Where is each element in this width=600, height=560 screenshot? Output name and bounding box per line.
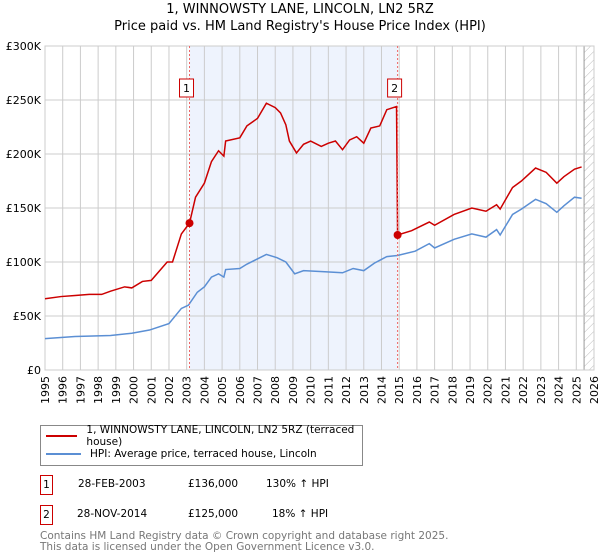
x-tick-label: 2021 xyxy=(499,376,512,404)
transaction-date: 28-FEB-2003 xyxy=(78,478,146,490)
y-tick-label: £200K xyxy=(6,148,42,161)
x-tick-label: 2013 xyxy=(358,376,371,404)
chart-title: 1, WINNOWSTY LANE, LINCOLN, LN2 5RZ xyxy=(166,2,434,17)
sale-label-box xyxy=(387,78,403,98)
property-price-line xyxy=(44,102,582,300)
y-tick-label: £50K xyxy=(13,310,42,323)
x-tick-label: 2003 xyxy=(181,376,194,404)
transaction-price: £136,000 xyxy=(188,478,239,490)
x-tick-label: 2019 xyxy=(464,376,477,404)
x-tick-label: 2024 xyxy=(553,376,566,404)
legend-label: HPI: Average price, terraced house, Linc… xyxy=(90,448,317,460)
x-tick-label: 2022 xyxy=(517,376,530,404)
footer-line: Contains HM Land Registry data © Crown c… xyxy=(40,530,449,542)
legend-swatch-red xyxy=(46,435,78,437)
legend-item-property: 1, WINNOWSTY LANE, LINCOLN, LN2 5RZ (ter… xyxy=(46,424,362,448)
x-tick-label: 2026 xyxy=(588,376,600,404)
y-tick-label: £150K xyxy=(6,202,42,215)
y-tick-label: £250K xyxy=(6,94,42,107)
x-tick-label: 1997 xyxy=(74,376,87,404)
x-tick-label: 2005 xyxy=(216,376,229,404)
x-tick-label: 2012 xyxy=(340,376,353,404)
footer: Contains HM Land Registry data © Crown c… xyxy=(40,531,448,553)
x-tick-label: 2009 xyxy=(287,376,300,404)
x-tick-label: 2017 xyxy=(429,376,442,404)
sale-label: 2 xyxy=(391,82,398,95)
chart-subtitle: Price paid vs. HM Land Registry's House … xyxy=(114,19,486,34)
x-tick-label: 2010 xyxy=(305,376,318,404)
footer-line: This data is licensed under the Open Gov… xyxy=(40,541,375,553)
x-tick-label: 2018 xyxy=(446,376,459,404)
transaction-price: £125,000 xyxy=(188,508,239,520)
x-tick-label: 2006 xyxy=(234,376,247,404)
x-tick-label: 2007 xyxy=(252,376,265,404)
plot-area: 1 2 1995 1996 1997 1998 1999 2000 2001 2002 2003 20… xyxy=(6,40,600,404)
sale-point xyxy=(393,231,402,239)
x-tick-label: 2001 xyxy=(145,376,158,404)
x-tick-label: 2025 xyxy=(570,376,583,404)
x-tick-label: 1996 xyxy=(57,376,70,404)
y-tick-label: £100K xyxy=(6,256,42,269)
legend-label: 1, WINNOWSTY LANE, LINCOLN, LN2 5RZ (ter… xyxy=(86,424,355,448)
transaction-marker: 1 xyxy=(40,475,53,495)
x-tick-label: 2014 xyxy=(375,376,388,404)
x-tick-label: 1995 xyxy=(39,376,52,404)
legend-item-hpi: HPI: Average price, terraced house, Linc… xyxy=(46,446,317,462)
x-tick-label: 2023 xyxy=(535,376,548,404)
transaction-date: 28-NOV-2014 xyxy=(77,508,148,520)
x-tick-label: 2011 xyxy=(322,376,335,404)
x-tick-label: 2016 xyxy=(411,376,424,404)
legend: 1, WINNOWSTY LANE, LINCOLN, LN2 5RZ (ter… xyxy=(40,424,363,466)
x-tick-label: 2000 xyxy=(128,376,141,404)
x-tick-label: 2002 xyxy=(163,376,176,404)
x-tick-label: 1998 xyxy=(92,376,105,404)
transaction-hpi: 18% ↑ HPI xyxy=(272,508,329,520)
transaction-marker: 2 xyxy=(40,505,53,525)
x-tick-label: 2004 xyxy=(198,376,211,404)
x-tick-label: 1999 xyxy=(110,376,123,404)
x-tick-label: 2008 xyxy=(269,376,282,404)
y-tick-label: £300K xyxy=(6,40,42,53)
transaction-hpi: 130% ↑ HPI xyxy=(266,478,329,490)
sale-point xyxy=(185,219,194,228)
sale-label: 1 xyxy=(183,82,190,95)
legend-swatch-blue xyxy=(46,453,81,455)
x-tick-label: 2015 xyxy=(393,376,406,404)
x-tick-label: 2020 xyxy=(482,376,495,404)
sale-label-box xyxy=(179,78,195,98)
y-tick-label: £0 xyxy=(27,364,41,377)
